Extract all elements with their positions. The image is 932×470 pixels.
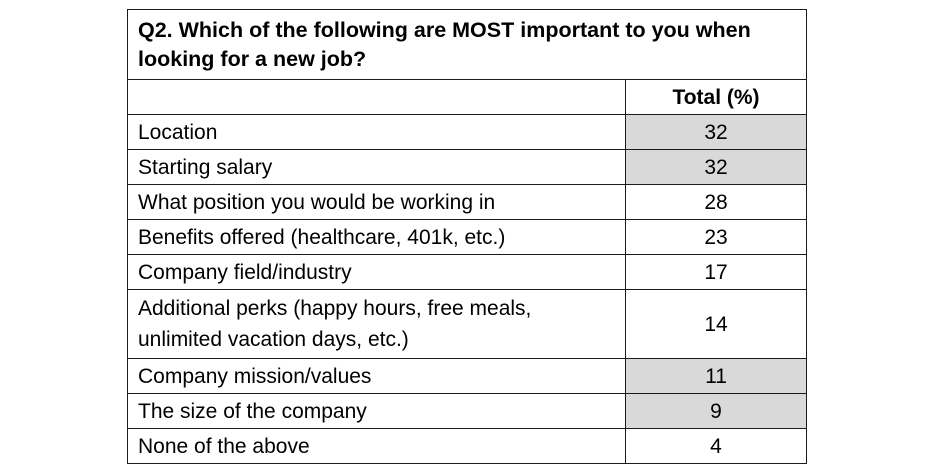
row-label: The size of the company	[127, 393, 626, 429]
row-value: 23	[624, 219, 808, 255]
row-label: Company field/industry	[127, 254, 626, 290]
row-label: None of the above	[127, 428, 626, 464]
row-value: 28	[624, 184, 808, 220]
row-value: 32	[624, 114, 808, 150]
table-row: Benefits offered (healthcare, 401k, etc.…	[127, 219, 808, 255]
table-row: Company mission/values 11	[127, 358, 808, 394]
survey-table: Q2. Which of the following are MOST impo…	[126, 9, 808, 464]
row-value: 17	[624, 254, 808, 290]
row-label: Benefits offered (healthcare, 401k, etc.…	[127, 219, 626, 255]
row-label: What position you would be working in	[127, 184, 626, 220]
row-value: 11	[624, 358, 808, 394]
table-row: Company field/industry 17	[127, 254, 808, 290]
table-row: Location 32	[127, 114, 808, 150]
table-row: What position you would be working in 28	[127, 184, 808, 220]
table-row: The size of the company 9	[127, 393, 808, 429]
row-value: 4	[624, 428, 808, 464]
table-title: Q2. Which of the following are MOST impo…	[126, 9, 808, 80]
row-label: Company mission/values	[127, 358, 626, 394]
header-label-cell	[127, 79, 626, 115]
row-value: 32	[624, 149, 808, 185]
header-row: Total (%)	[127, 79, 808, 115]
column-header: Total (%)	[624, 79, 808, 115]
title-row: Q2. Which of the following are MOST impo…	[126, 9, 808, 80]
row-label: Starting salary	[127, 149, 626, 185]
table-row: Additional perks (happy hours, free meal…	[127, 289, 808, 359]
table-row: Starting salary 32	[127, 149, 808, 185]
row-label: Location	[127, 114, 626, 150]
row-label: Additional perks (happy hours, free meal…	[127, 289, 626, 359]
row-value: 14	[624, 289, 808, 359]
row-value: 9	[624, 393, 808, 429]
table-row: None of the above 4	[127, 428, 808, 464]
